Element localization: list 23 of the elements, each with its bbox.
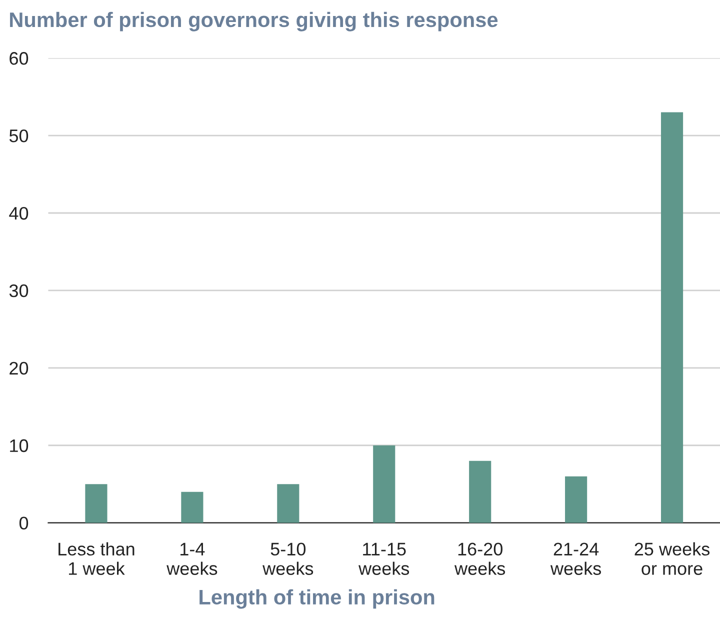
x-tick-label: 1-4 weeks bbox=[166, 542, 218, 575]
y-tick-label: 60 bbox=[10, 52, 28, 65]
x-axis-title: Length of time in prison bbox=[200, 589, 434, 609]
bar bbox=[181, 492, 204, 523]
x-tick-label: 11-15 weeks bbox=[358, 542, 410, 575]
y-tick-label: 50 bbox=[9, 129, 28, 142]
y-tick-label: 0 bbox=[19, 516, 28, 530]
y-axis-title: Number of prison governors giving this response bbox=[10, 12, 498, 32]
y-tick-label: 40 bbox=[9, 206, 28, 220]
bar bbox=[565, 476, 588, 523]
x-tick-label: 21-24 weeks bbox=[550, 542, 601, 575]
y-tick-label: 10 bbox=[10, 439, 28, 452]
x-tick-label: 16-20 weeks bbox=[454, 542, 506, 575]
bar bbox=[85, 484, 108, 523]
bar bbox=[373, 445, 396, 523]
bar bbox=[660, 112, 684, 523]
bar bbox=[277, 484, 300, 523]
y-tick-label: 20 bbox=[10, 362, 28, 375]
bar bbox=[469, 460, 492, 523]
x-tick-label: 5-10 weeks bbox=[262, 542, 314, 575]
x-tick-label: 25 weeks or more bbox=[634, 542, 710, 575]
x-tick-label: Less than 1 week bbox=[58, 542, 134, 575]
y-tick-label: 30 bbox=[9, 284, 28, 298]
